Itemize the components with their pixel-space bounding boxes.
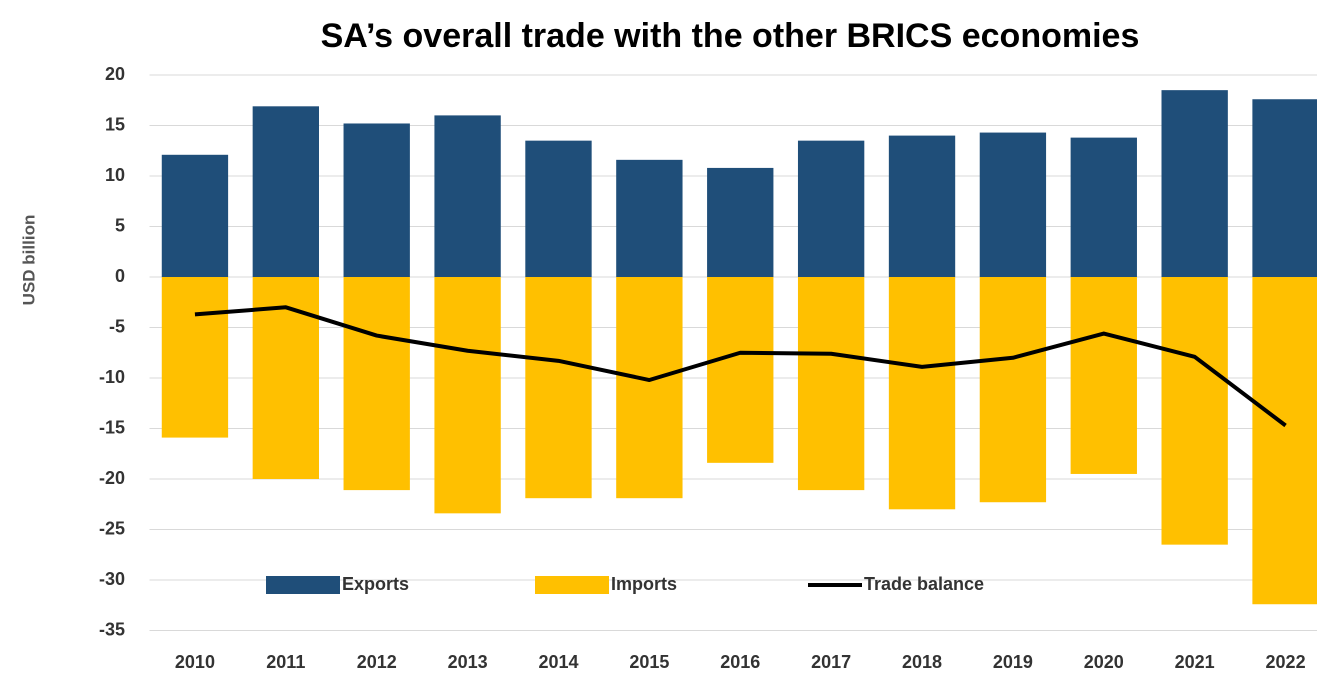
bar (161, 277, 229, 438)
bar (616, 159, 683, 277)
x-tick-label: 2020 (1084, 652, 1124, 672)
bar (1252, 277, 1317, 605)
bar (888, 135, 956, 277)
x-tick-label: 2015 (629, 652, 669, 672)
bar (707, 277, 774, 463)
y-tick-label: -10 (99, 367, 125, 387)
bar (1161, 90, 1228, 278)
x-tick-label: 2018 (902, 652, 942, 672)
x-tick-label: 2014 (538, 652, 578, 672)
x-tick-label: 2013 (448, 652, 488, 672)
x-tick-label: 2019 (993, 652, 1033, 672)
bar (797, 140, 865, 277)
y-tick-label: -25 (99, 518, 125, 538)
bar (616, 277, 683, 499)
legend-label: Exports (342, 574, 409, 594)
y-tick-label: -15 (99, 417, 125, 437)
legend-label: Trade balance (864, 574, 984, 594)
bar (1161, 277, 1228, 545)
y-tick-label: -5 (109, 316, 125, 336)
bar (525, 277, 592, 499)
x-tick-label: 2021 (1175, 652, 1215, 672)
bar (1070, 277, 1137, 474)
y-tick-label: -20 (99, 468, 125, 488)
legend-label: Imports (611, 574, 677, 594)
x-tick-label: 2016 (720, 652, 760, 672)
y-axis-label: USD billion (19, 215, 38, 306)
y-tick-label: -30 (99, 569, 125, 589)
bar (343, 123, 410, 277)
y-tick-label: 15 (105, 114, 125, 134)
bar (979, 132, 1047, 277)
bar (434, 277, 501, 514)
bar (797, 277, 865, 491)
y-tick-label: -35 (99, 619, 125, 639)
chart-title: SA’s overall trade with the other BRICS … (321, 17, 1140, 55)
bar (1252, 99, 1317, 278)
bar (343, 277, 410, 491)
x-tick-label: 2011 (266, 652, 305, 672)
legend-swatch (266, 576, 340, 594)
bar (161, 154, 229, 277)
y-tick-label: 5 (115, 215, 125, 235)
y-tick-label: 20 (105, 64, 125, 84)
y-tick-label: 10 (105, 165, 125, 185)
bar (707, 167, 774, 277)
bar (252, 106, 319, 277)
x-tick-label: 2012 (357, 652, 397, 672)
bar (525, 140, 592, 277)
y-tick-label: 0 (115, 266, 125, 286)
x-tick-label: 2017 (811, 652, 851, 672)
bar (888, 277, 956, 510)
bar (979, 277, 1047, 503)
x-tick-label: 2022 (1266, 652, 1306, 672)
line (194, 305, 1287, 428)
bar (1070, 137, 1137, 277)
x-tick-label: 2010 (175, 652, 215, 672)
legend-swatch (535, 576, 609, 594)
bar (434, 115, 501, 278)
